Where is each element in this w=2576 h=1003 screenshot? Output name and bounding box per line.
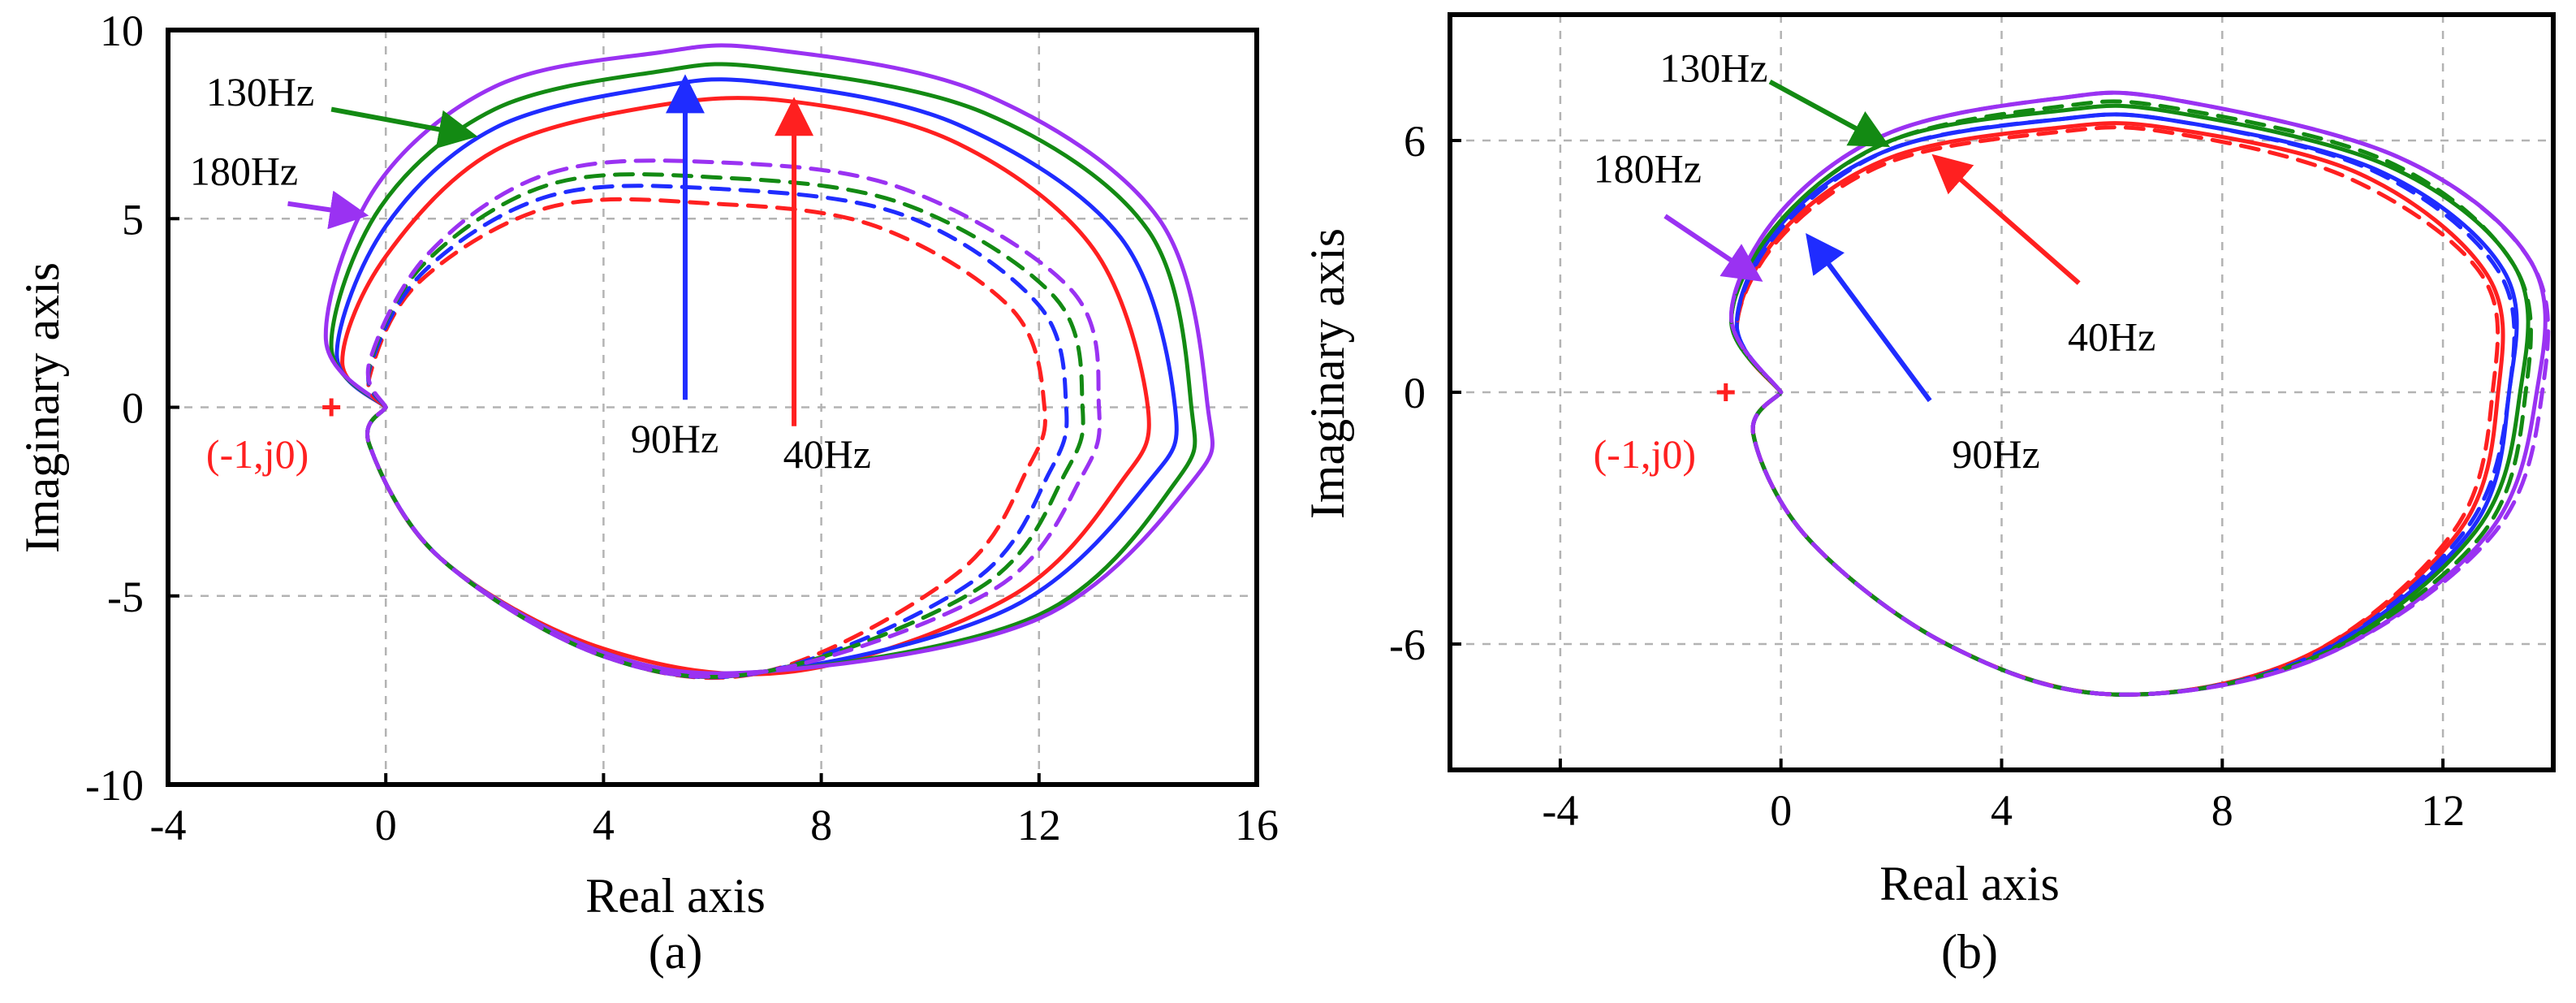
panel-a-arrow-130hz xyxy=(330,106,478,149)
panel-b-curves xyxy=(1729,90,2551,697)
panel-b-y-tick-label: 6 xyxy=(1404,117,1426,166)
panel-b-annotations: 130Hz 180Hz 90Hz 40Hz (-1,j0) xyxy=(1594,45,2156,477)
panel-b-x-tick-label: 0 xyxy=(1770,786,1792,835)
panel-a-annotation-label: 90Hz xyxy=(631,416,718,461)
panel-b-series-40hz-dashed xyxy=(1734,125,2500,697)
panel-a-critical-point xyxy=(322,398,341,417)
panel-a-series-130hz-dashed xyxy=(365,172,1085,680)
panel-a-x-tick-label: 4 xyxy=(593,801,615,850)
panel-b-x-tick-label: 12 xyxy=(2421,786,2465,835)
panel-a-x-ticks: -4 0 4 8 12 16 xyxy=(150,773,1279,850)
panel-a-y-tick-label: -5 xyxy=(107,573,144,621)
panel-b-label: (b) xyxy=(1941,925,1998,979)
panel-b-y-axis-label: Imaginary axis xyxy=(1301,228,1354,519)
panel-a-annotation-label: 40Hz xyxy=(783,431,871,477)
panel-a-nyquist-plot: -4 0 4 8 12 16 -10 -5 0 5 10 130Hz 180Hz 90Hz 40Hz (-… xyxy=(15,6,1279,979)
panel-b-annotation-label: 90Hz xyxy=(1952,431,2039,477)
panel-b-x-axis-label: Real axis xyxy=(1879,857,2060,910)
panel-a-x-tick-label: 16 xyxy=(1235,801,1279,850)
panel-b-grid xyxy=(1450,15,2553,770)
panel-b-annotation-label: 180Hz xyxy=(1594,146,1702,192)
panel-a-y-tick-label: 5 xyxy=(122,195,144,244)
panel-a-x-axis-label: Real axis xyxy=(585,869,766,923)
panel-b-arrow-90hz xyxy=(1806,233,1932,403)
panel-a-y-tick-label: -10 xyxy=(85,761,144,810)
panel-a-annotation-label: (-1,j0) xyxy=(206,431,309,477)
panel-b-y-tick-label: 0 xyxy=(1404,369,1426,417)
panel-a-series-180hz-dashed xyxy=(365,158,1102,679)
panel-b-x-ticks: -4 0 4 8 12 xyxy=(1542,759,2465,835)
panel-b-x-tick-label: -4 xyxy=(1542,786,1578,835)
panel-a-series-40hz-solid xyxy=(340,96,1151,677)
panel-b-x-tick-label: 8 xyxy=(2211,786,2233,835)
panel-a-y-tick-label: 10 xyxy=(100,6,144,55)
panel-a-annotation-label: 130Hz xyxy=(206,69,314,115)
panel-a-label: (a) xyxy=(649,925,703,979)
panel-b-annotation-label: 40Hz xyxy=(2068,313,2155,359)
panel-a-x-tick-label: 0 xyxy=(375,801,397,850)
panel-a-x-tick-label: -4 xyxy=(150,801,187,850)
panel-a-y-tick-label: 0 xyxy=(122,384,144,433)
panel-b-series-130hz-dashed xyxy=(1729,99,2533,697)
panel-b-annotation-label: 130Hz xyxy=(1659,45,1767,91)
panel-b-critical-point xyxy=(1716,383,1735,401)
panel-a-y-axis-label: Imaginary axis xyxy=(15,262,69,553)
panel-a-curves xyxy=(323,43,1215,681)
panel-b-x-tick-label: 4 xyxy=(1991,786,2013,835)
panel-a-x-tick-label: 8 xyxy=(810,801,832,850)
panel-b-annotation-label: (-1,j0) xyxy=(1594,431,1696,477)
panel-a-series-90hz-solid xyxy=(334,77,1179,677)
panel-a-annotation-arrows xyxy=(287,74,814,426)
panel-b-y-tick-label: -6 xyxy=(1389,620,1426,669)
panel-b-nyquist-plot: -4 0 4 8 12 -6 0 6 130Hz 180Hz 90Hz 40Hz (-1,j0) R… xyxy=(1301,12,2556,979)
panel-a-critical-point-marker xyxy=(322,398,341,417)
panel-b-arrow-130hz xyxy=(1768,80,1891,148)
panel-b-y-ticks: -6 0 6 xyxy=(1389,117,1461,669)
panel-b-annotation-arrows xyxy=(1663,80,2081,403)
panel-b-critical-point-marker xyxy=(1716,383,1735,401)
panel-a-annotations: 130Hz 180Hz 90Hz 40Hz (-1,j0) xyxy=(190,69,871,477)
panel-b-series-90hz-dashed xyxy=(1734,112,2517,697)
panel-a-annotation-label: 180Hz xyxy=(190,148,298,193)
panel-b-arrow-180hz xyxy=(1663,214,1763,282)
panel-a-y-ticks: -10 -5 0 5 10 xyxy=(85,6,179,810)
panel-b-arrow-40hz xyxy=(1931,153,2081,285)
panel-a-x-tick-label: 12 xyxy=(1017,801,1061,850)
panel-a-arrow-180hz xyxy=(287,190,369,230)
